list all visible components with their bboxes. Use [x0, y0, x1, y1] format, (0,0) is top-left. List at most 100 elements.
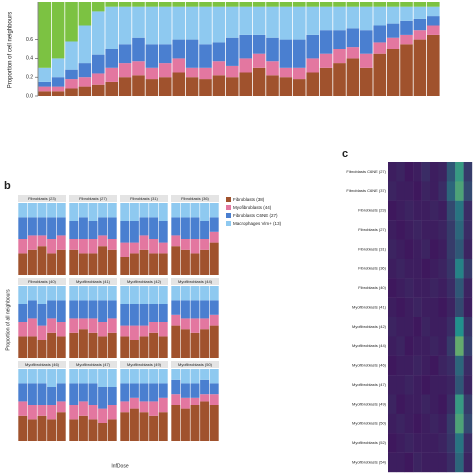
- bar-segment: [172, 39, 185, 59]
- bar-segment: [56, 412, 66, 441]
- bar-segment: [129, 369, 139, 384]
- bar-segment: [98, 369, 108, 387]
- bar-segment: [129, 383, 139, 398]
- heatmap-cell: [438, 278, 447, 298]
- bar-segment: [56, 401, 66, 413]
- bar-segment: [306, 2, 319, 7]
- bar-segment: [212, 6, 226, 43]
- bar-segment: [47, 300, 57, 319]
- heatmap-cell: [396, 355, 405, 376]
- bar-segment: [38, 67, 51, 82]
- heatmap-cell: [463, 336, 473, 356]
- bar-segment: [293, 67, 306, 80]
- bar-segment: [18, 304, 28, 322]
- bar-segment: [18, 336, 28, 358]
- heatmap-cell: [388, 413, 397, 434]
- bar-segment: [149, 203, 159, 218]
- bar-segment: [306, 34, 319, 59]
- bar-segment: [149, 286, 159, 304]
- bar-segment: [129, 325, 139, 340]
- bar-segment: [118, 44, 132, 64]
- heatmap-cell: [455, 355, 464, 376]
- heatmap-cell: [455, 336, 464, 356]
- bar-segment: [180, 217, 190, 239]
- bar-segment: [107, 419, 117, 441]
- bar-segment: [226, 77, 239, 96]
- heatmap-cell: [421, 278, 431, 298]
- heatmap-cell: [455, 317, 464, 337]
- bar-segment: [172, 6, 185, 40]
- bar-segment: [92, 11, 105, 55]
- heatmap-cell: [404, 375, 414, 395]
- heatmap-cell: [438, 162, 447, 182]
- bar-segment: [105, 2, 118, 7]
- heatmap-cell: [396, 413, 405, 434]
- heatmap-cell: [455, 394, 464, 415]
- bar-segment: [209, 300, 219, 315]
- bar-segment: [139, 235, 149, 250]
- heatmap-cell: [421, 433, 431, 453]
- bar-segment: [293, 79, 306, 96]
- bar-segment: [56, 203, 66, 218]
- heatmap-cell: [404, 297, 414, 318]
- bar-segment: [190, 397, 200, 405]
- bar-segment: [47, 253, 57, 275]
- bar-segment: [209, 242, 219, 275]
- bar-segment: [400, 2, 413, 7]
- row-label: Myofibroblasts (41): [352, 304, 387, 309]
- bar-segment: [171, 235, 181, 247]
- bar-segment: [51, 58, 65, 78]
- heatmap-cell: [446, 452, 456, 473]
- bar-segment: [27, 336, 37, 358]
- heatmap-cell: [463, 413, 473, 434]
- bar-segment: [18, 203, 28, 218]
- bar-segment: [132, 6, 145, 38]
- bar-segment: [98, 300, 108, 322]
- heatmap-cell: [396, 162, 405, 182]
- bar-segment: [139, 369, 149, 384]
- bar-segment: [120, 203, 130, 221]
- heatmap-cell: [396, 394, 405, 415]
- bar-segment: [107, 286, 117, 301]
- bar-segment: [180, 397, 190, 409]
- heatmap-cell: [446, 355, 456, 376]
- bar-segment: [159, 2, 172, 7]
- heatmap-cell: [455, 220, 464, 240]
- bar-segment: [373, 6, 386, 26]
- bar-segment: [209, 325, 219, 358]
- bar-segment: [27, 203, 37, 218]
- bar-segment: [139, 401, 149, 413]
- heatmap-cell: [421, 181, 431, 201]
- bar-segment: [118, 6, 132, 45]
- bar-segment: [27, 286, 37, 301]
- heatmap-cell: [463, 394, 473, 415]
- bar-segment: [185, 2, 199, 7]
- bar-segment: [427, 34, 440, 96]
- panel-header: [120, 278, 168, 285]
- heatmap-cell: [430, 200, 439, 221]
- heatmap-cell: [413, 375, 422, 395]
- heatmap-cell: [404, 258, 414, 279]
- bar-segment: [319, 67, 333, 96]
- heatmap-cell: [413, 413, 422, 434]
- heatmap-cell: [446, 200, 456, 221]
- heatmap-cell: [438, 452, 447, 473]
- bar-segment: [333, 6, 346, 31]
- bar-segment: [200, 203, 210, 221]
- bar-segment: [129, 221, 139, 243]
- bar-segment: [209, 405, 219, 441]
- heatmap-cell: [421, 336, 431, 356]
- bar-segment: [180, 249, 190, 275]
- panel-title: Myofibroblasts (49): [127, 362, 162, 367]
- bar-segment: [129, 253, 139, 275]
- bar-segment: [158, 322, 168, 337]
- bar-segment: [69, 419, 79, 441]
- bar-segment: [37, 304, 47, 326]
- bar-segment: [171, 286, 181, 301]
- bar-segment: [78, 383, 88, 402]
- bar-segment: [279, 67, 293, 78]
- x-axis-label: InfDose: [111, 463, 128, 469]
- bar-segment: [78, 2, 92, 26]
- bar-segment: [65, 69, 78, 80]
- bar-segment: [51, 91, 65, 96]
